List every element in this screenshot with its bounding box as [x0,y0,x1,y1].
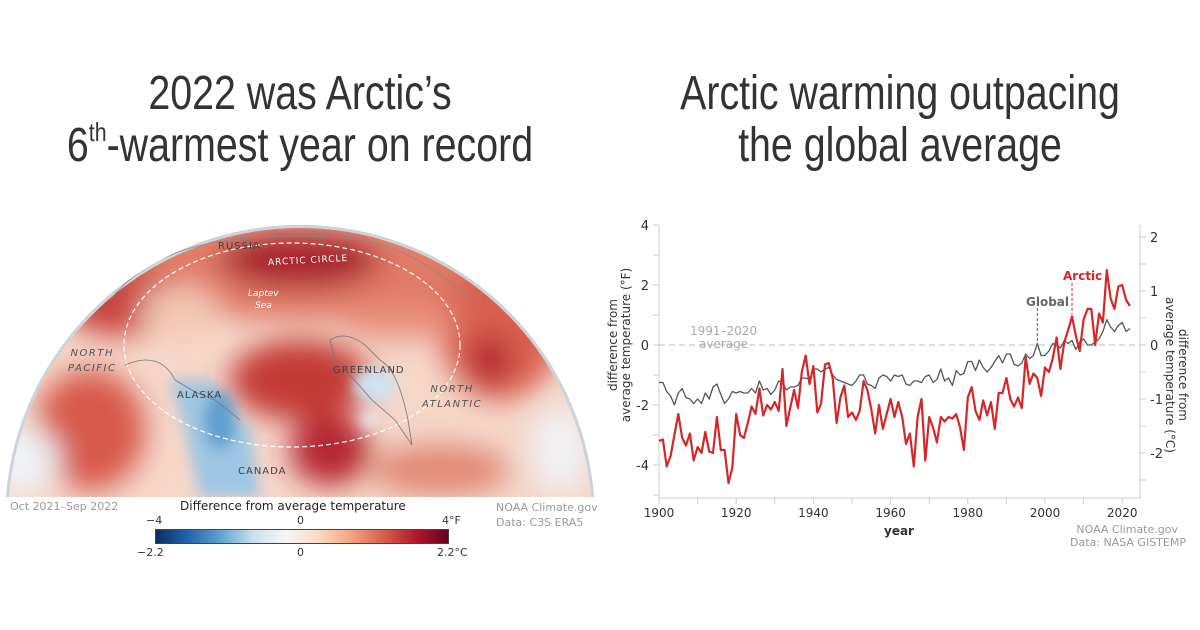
x-tick-label: 2000 [1030,506,1061,520]
x-tick-label: 1960 [875,506,906,520]
label-canada: CANADA [238,466,287,477]
x-tick-label: 1940 [798,506,829,520]
legend-c-min: −2.2 [137,546,164,559]
y-tick-label-left: 2 [641,279,649,294]
right-title-line1: Arctic warming outpacing [680,67,1120,120]
label-north-pacific: NORTH PACIFIC [68,348,117,374]
arctic-anomaly-map [0,225,600,500]
right-title-line2: the global average [738,119,1062,172]
legend-f-min: −4 [146,514,163,527]
map-period: Oct 2021–Sep 2022 [10,500,119,513]
y-tick-label-right: 0 [1150,339,1158,354]
x-tick-label: 2020 [1107,506,1138,520]
y-axis-label-right: difference from average temperature (°C) [1163,297,1190,453]
legend-f-max: 4°F [442,514,461,527]
arctic-series-label: Arctic [1063,269,1103,283]
left-title-line2: 6th-warmest year on record [66,117,534,172]
y-tick-label-right: -2 [1150,447,1163,462]
y-axis-label-left: difference from average temperature (°F) [606,267,633,423]
chart-credit: NOAA Climate.gov Data: NASA GISTEMP [1070,523,1186,549]
y-tick-label-left: -2 [636,399,649,414]
global-series-label: Global [1026,295,1070,309]
label-russia: RUSSIA [218,241,261,252]
label-alaska: ALASKA [177,390,223,401]
y-tick-label-right: 2 [1150,231,1158,246]
y-tick-label-right: 1 [1150,285,1158,300]
y-tick-label-left: 0 [641,339,649,354]
y-tick-label-right: -1 [1150,393,1163,408]
y-tick-label-left: -4 [636,459,649,474]
globe-edge [5,225,595,497]
y-tick-label-left: 4 [641,219,649,234]
arctic-circle-line [123,242,461,448]
x-axis-label: year [884,524,914,538]
left-title-line1: 2022 was Arctic’s [148,67,452,120]
x-tick-label: 1920 [721,506,752,520]
label-greenland: GREENLAND [333,365,405,376]
label-laptev-sea: Laptev Sea [248,289,279,311]
map-credit: NOAA Climate.gov Data: C3S ERA5 [496,501,598,529]
label-north-atlantic: NORTH ATLANTIC [422,384,483,410]
legend-f-mid: 0 [297,514,304,527]
left-title: 2022 was Arctic’s 6th-warmest year on re… [54,68,546,172]
x-tick-label: 1900 [644,506,675,520]
right-title: Arctic warming outpacing the global aver… [654,68,1146,172]
legend-title: Difference from average temperature [180,499,406,513]
legend-colorbar [155,529,449,544]
arctic-series-line [658,268,1131,485]
legend-c-mid: 0 [297,546,304,559]
legend-c-max: 2.2°C [437,546,468,559]
global-series-line [659,318,1131,406]
baseline-label: 1991–2020 average [690,324,758,351]
x-tick-label: 1980 [953,506,984,520]
